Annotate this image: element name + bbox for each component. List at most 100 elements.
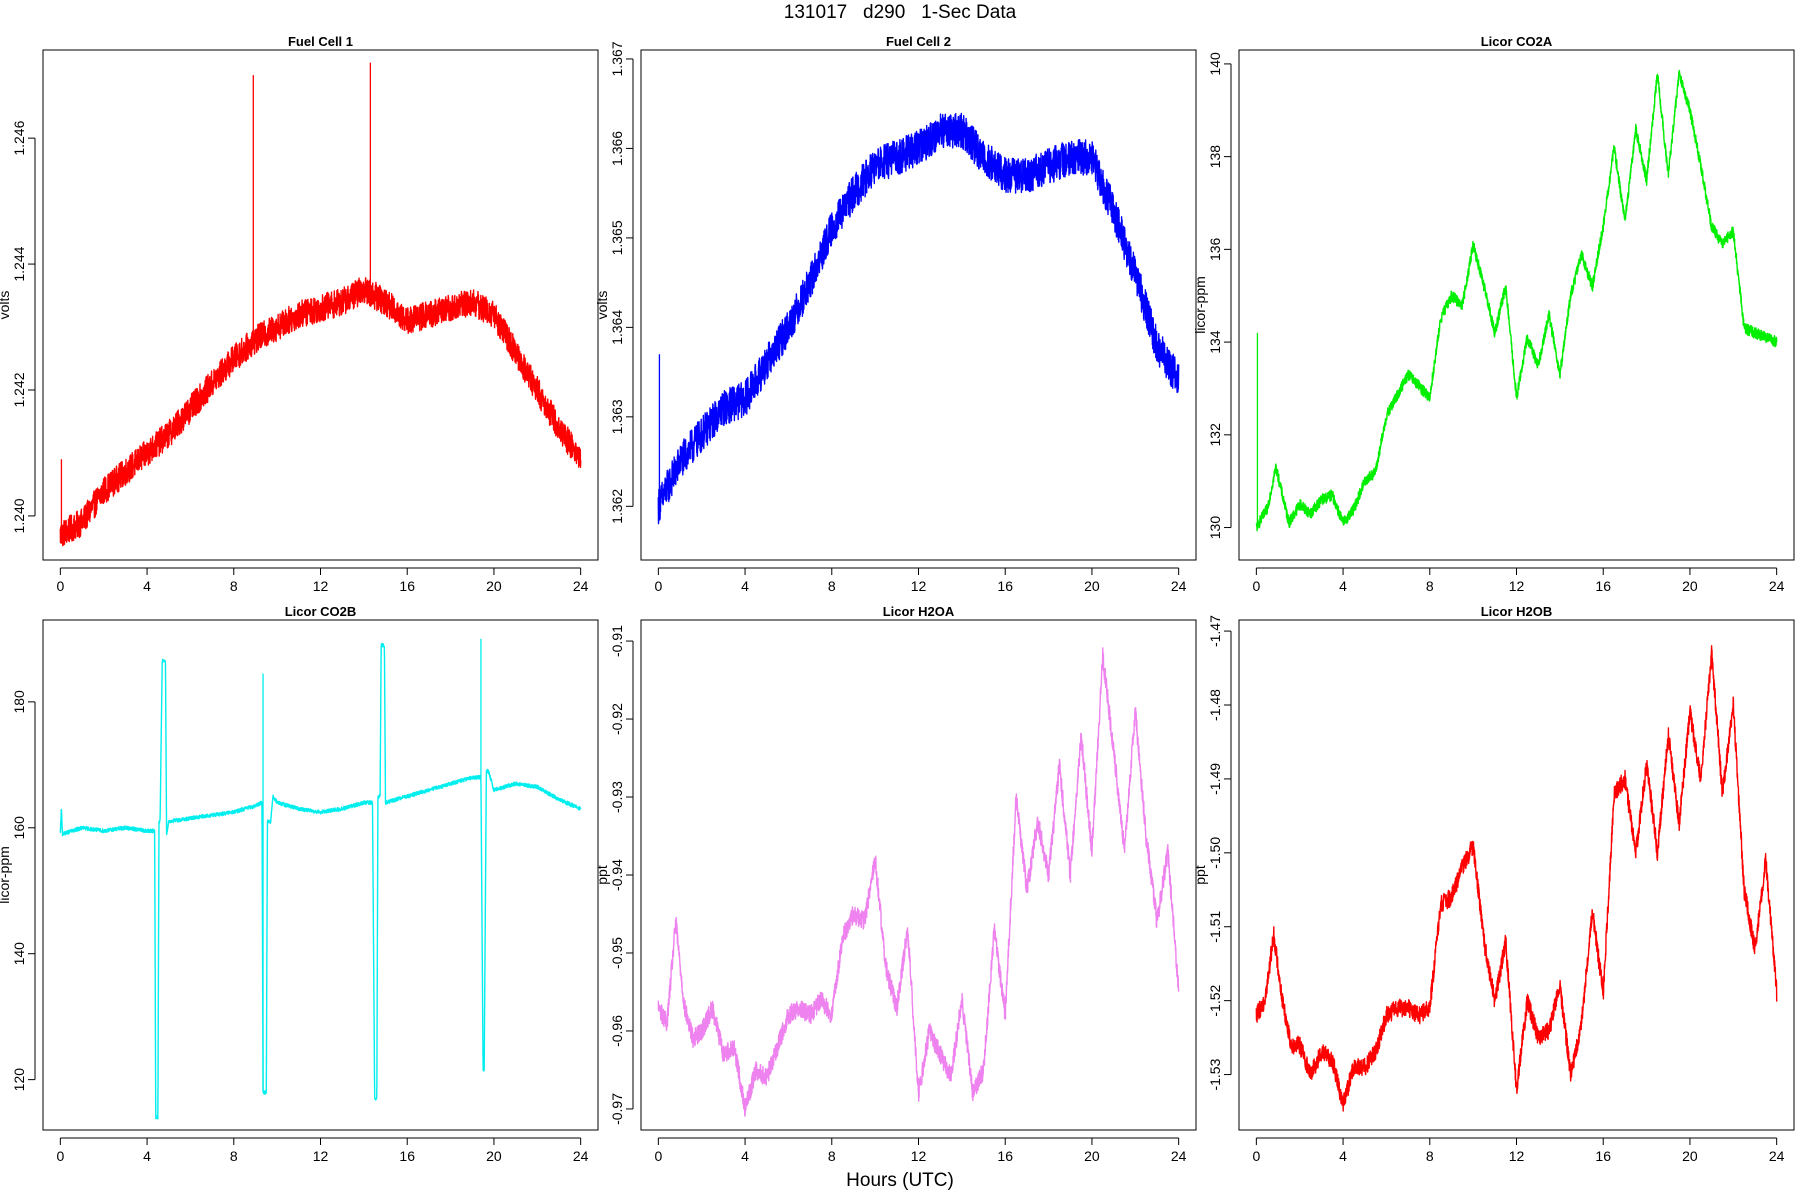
series-line bbox=[59, 642, 582, 1120]
y-tick-label: 132 bbox=[1207, 423, 1223, 447]
x-axis-label: Hours (UTC) bbox=[846, 1170, 954, 1191]
y-tick-label: -1.49 bbox=[1207, 763, 1223, 795]
y-tick-label: 1.244 bbox=[11, 246, 27, 281]
x-tick-label: 8 bbox=[230, 1148, 238, 1164]
chart-panel-3: Licor CO2A 0 4 8 12 16 20 24 130 132 134 136 138 140 l… bbox=[1192, 34, 1795, 594]
x-tick-label: 8 bbox=[1426, 578, 1434, 594]
plot-frame bbox=[640, 619, 1197, 1131]
x-tick-label: 20 bbox=[1682, 578, 1698, 594]
chart-panel-2: Fuel Cell 2 0 4 8 12 16 20 24 1.362 1.363 1.364 1.3… bbox=[594, 34, 1197, 594]
y-tick-label: -1.51 bbox=[1207, 911, 1223, 943]
y-tick-label: 140 bbox=[11, 942, 27, 966]
x-tick-label: 0 bbox=[654, 1148, 662, 1164]
x-tick-label: 12 bbox=[1509, 578, 1525, 594]
x-tick-label: 24 bbox=[1171, 1148, 1187, 1164]
panel-title: Licor CO2A bbox=[1481, 34, 1553, 49]
panel-title: Fuel Cell 2 bbox=[886, 34, 951, 49]
y-tick-label: 1.367 bbox=[609, 41, 625, 76]
x-tick-label: 16 bbox=[1595, 1148, 1611, 1164]
x-tick-label: 0 bbox=[654, 578, 662, 594]
y-axis-label: volts bbox=[594, 291, 610, 320]
y-tick-label: 1.363 bbox=[609, 399, 625, 434]
y-tick-label: -1.48 bbox=[1207, 689, 1223, 721]
x-tick-label: 16 bbox=[997, 578, 1013, 594]
y-tick-label: 1.364 bbox=[609, 310, 625, 345]
plot-frame bbox=[640, 49, 1197, 561]
x-tick-label: 12 bbox=[911, 578, 927, 594]
chart-panel-4: Licor CO2B 0 4 8 12 16 20 24 120 140 160 180 licor-p… bbox=[0, 604, 599, 1164]
y-axis-label: ppt bbox=[1192, 865, 1208, 885]
plot-frame bbox=[42, 49, 599, 561]
figure-title: 131017 d290 1-Sec Data bbox=[783, 2, 1017, 23]
y-tick-label: -1.52 bbox=[1207, 984, 1223, 1016]
x-tick-label: 8 bbox=[230, 578, 238, 594]
x-tick-label: 4 bbox=[741, 1148, 749, 1164]
y-axis-label: licor-ppm bbox=[1192, 276, 1208, 334]
x-tick-label: 0 bbox=[1252, 578, 1260, 594]
y-tick-label: -0.92 bbox=[609, 703, 625, 735]
series-line bbox=[657, 647, 1180, 1117]
y-axis-label: licor-ppm bbox=[0, 846, 12, 904]
x-tick-label: 16 bbox=[997, 1148, 1013, 1164]
x-tick-label: 12 bbox=[911, 1148, 927, 1164]
x-tick-label: 4 bbox=[143, 578, 151, 594]
x-tick-label: 20 bbox=[1084, 1148, 1100, 1164]
series-line bbox=[59, 277, 582, 547]
panel-title: Licor CO2B bbox=[285, 604, 357, 619]
x-tick-label: 20 bbox=[1682, 1148, 1698, 1164]
x-tick-label: 0 bbox=[1252, 1148, 1260, 1164]
y-tick-label: 1.242 bbox=[11, 372, 27, 407]
x-tick-label: 8 bbox=[1426, 1148, 1434, 1164]
x-tick-label: 8 bbox=[828, 578, 836, 594]
y-tick-label: -0.93 bbox=[609, 781, 625, 813]
y-tick-label: 120 bbox=[11, 1068, 27, 1092]
plot-frame bbox=[1238, 49, 1795, 561]
x-tick-label: 4 bbox=[1339, 578, 1347, 594]
x-tick-label: 24 bbox=[1769, 578, 1785, 594]
panel-title: Licor H2OA bbox=[883, 604, 955, 619]
plot-frame bbox=[1238, 619, 1795, 1131]
x-tick-label: 20 bbox=[486, 1148, 502, 1164]
y-tick-label: 130 bbox=[1207, 516, 1223, 540]
panel-title: Licor H2OB bbox=[1481, 604, 1553, 619]
y-tick-label: -1.47 bbox=[1207, 615, 1223, 647]
x-tick-label: 24 bbox=[573, 1148, 589, 1164]
x-tick-label: 8 bbox=[828, 1148, 836, 1164]
plot-frame bbox=[42, 619, 599, 1131]
x-tick-label: 12 bbox=[1509, 1148, 1525, 1164]
y-axis-label: ppt bbox=[594, 865, 610, 885]
y-tick-label: 136 bbox=[1207, 237, 1223, 261]
chart-panel-6: Licor H2OB 0 4 8 12 16 20 24 -1.53 -1.52 -1.51 -1.5… bbox=[1192, 604, 1795, 1164]
chart-panel-5: Licor H2OA 0 4 8 12 16 20 24 -0.97 -0.96 -0.95 -0.9… bbox=[594, 604, 1197, 1164]
y-axis-label: volts bbox=[0, 291, 12, 320]
x-tick-label: 4 bbox=[143, 1148, 151, 1164]
x-tick-label: 20 bbox=[486, 578, 502, 594]
y-tick-label: -0.97 bbox=[609, 1093, 625, 1125]
x-tick-label: 24 bbox=[573, 578, 589, 594]
y-tick-label: 1.240 bbox=[11, 498, 27, 533]
x-tick-label: 4 bbox=[1339, 1148, 1347, 1164]
y-tick-label: 1.365 bbox=[609, 220, 625, 255]
y-tick-label: 1.246 bbox=[11, 120, 27, 155]
panel-title: Fuel Cell 1 bbox=[288, 34, 353, 49]
y-tick-label: -0.95 bbox=[609, 937, 625, 969]
series-line bbox=[1255, 645, 1778, 1112]
y-tick-label: 138 bbox=[1207, 145, 1223, 169]
y-tick-label: 134 bbox=[1207, 330, 1223, 354]
x-tick-label: 4 bbox=[741, 578, 749, 594]
x-tick-label: 24 bbox=[1171, 578, 1187, 594]
x-tick-label: 0 bbox=[56, 578, 64, 594]
y-tick-label: -1.50 bbox=[1207, 837, 1223, 869]
y-tick-label: 180 bbox=[11, 690, 27, 714]
y-tick-label: 160 bbox=[11, 816, 27, 840]
y-tick-label: -1.53 bbox=[1207, 1058, 1223, 1090]
y-tick-label: 1.366 bbox=[609, 131, 625, 166]
y-tick-label: 140 bbox=[1207, 52, 1223, 76]
x-tick-label: 12 bbox=[313, 578, 329, 594]
y-tick-label: 1.362 bbox=[609, 489, 625, 524]
x-tick-label: 20 bbox=[1084, 578, 1100, 594]
y-tick-label: -0.94 bbox=[609, 859, 625, 891]
x-tick-label: 0 bbox=[56, 1148, 64, 1164]
y-tick-label: -0.96 bbox=[609, 1015, 625, 1047]
x-tick-label: 16 bbox=[399, 1148, 415, 1164]
